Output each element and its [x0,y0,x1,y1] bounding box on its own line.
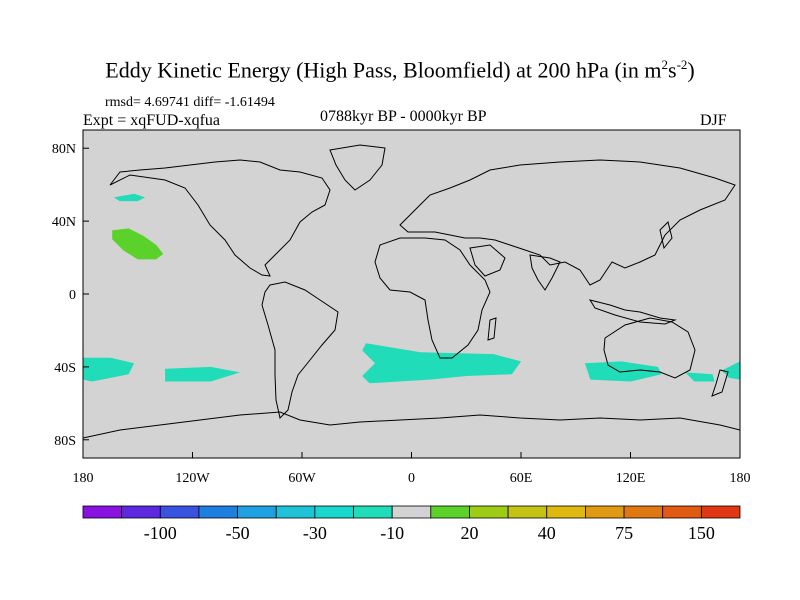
north-pacific-patch [112,228,164,260]
colorbar-label: 20 [461,523,479,543]
map-background [83,130,740,458]
coast-indonesia [588,299,677,325]
colorbar-label: 150 [688,523,715,543]
colorbar-swatch [159,505,200,519]
colorbar-swatch [430,505,470,519]
y-tick-label: 0 [69,288,76,303]
colorbar-swatch [662,505,702,519]
coast-africa [374,237,491,359]
coastlines [83,144,740,439]
coast-eurasia [399,159,736,286]
coast-japan [659,221,673,250]
south-pacific-east-patch [721,361,740,380]
coast-australia [603,317,696,379]
colorbar-swatch [82,505,123,519]
x-tick-label: 60E [510,471,533,486]
colorbar-swatch [121,505,161,519]
colorbar-swatch [237,505,277,519]
coast-madagascar [487,317,497,341]
gulf-alaska-patch [114,193,146,202]
colorbar-swatch [198,505,238,519]
colorbar-label: -100 [144,523,177,543]
y-tick-label: 80N [52,142,76,157]
coast-india [529,254,561,291]
colorbar: -100 -50 -30 -10 20 40 75 150 [82,505,741,543]
season-label: DJF [700,112,727,129]
colorbar-label: -50 [226,523,250,543]
colorbar-swatch [700,505,741,519]
colorbar-label: -30 [303,523,327,543]
colorbar-swatch [275,505,316,519]
experiment-label: Expt = xqFUD-xqfua [83,112,221,129]
colorbar-swatch [314,505,354,519]
colorbar-swatch [585,505,625,519]
colorbar-swatch [469,505,509,519]
chart-title: Eddy Kinetic Energy (High Pass, Bloomfie… [105,57,695,83]
colorbar-label: -10 [380,523,404,543]
period-label: 0788kyr BP - 0000kyr BP [320,108,487,125]
y-axis-ticks: 80N 40N 0 40S 80S [52,142,89,449]
colorbar-label: 40 [538,523,556,543]
x-tick-label: 60W [288,471,316,486]
coast-north-america [109,159,331,277]
coast-greenland [329,144,386,191]
x-axis-ticks: 180 120W 60W 0 60E 120E 180 [73,452,751,486]
x-tick-label: 180 [730,471,751,486]
colorbar-swatch [353,505,393,519]
colorbar-swatch [391,505,432,519]
x-tick-label: 0 [408,471,415,486]
colorbar-swatch [546,505,586,519]
coast-new-zealand [711,369,729,397]
stats-label: rmsd= 4.69741 diff= -1.61494 [105,95,275,110]
coast-arabia [469,244,506,277]
colorbar-swatch [507,505,548,519]
y-tick-label: 80S [54,434,76,449]
coast-antarctica [83,411,740,439]
tasman-patch [685,372,715,382]
y-tick-label: 40S [54,361,76,376]
x-tick-label: 120E [616,471,646,486]
colorbar-swatch [623,505,664,519]
south-atlantic-indian-patch [362,343,521,384]
south-pacific-west-patch [83,357,135,382]
x-tick-label: 120W [175,471,210,486]
coast-south-america [261,281,339,419]
x-tick-label: 180 [73,471,94,486]
colorbar-label: 75 [615,523,633,543]
south-pacific-mid-patch [165,366,240,382]
y-tick-label: 40N [52,215,76,230]
